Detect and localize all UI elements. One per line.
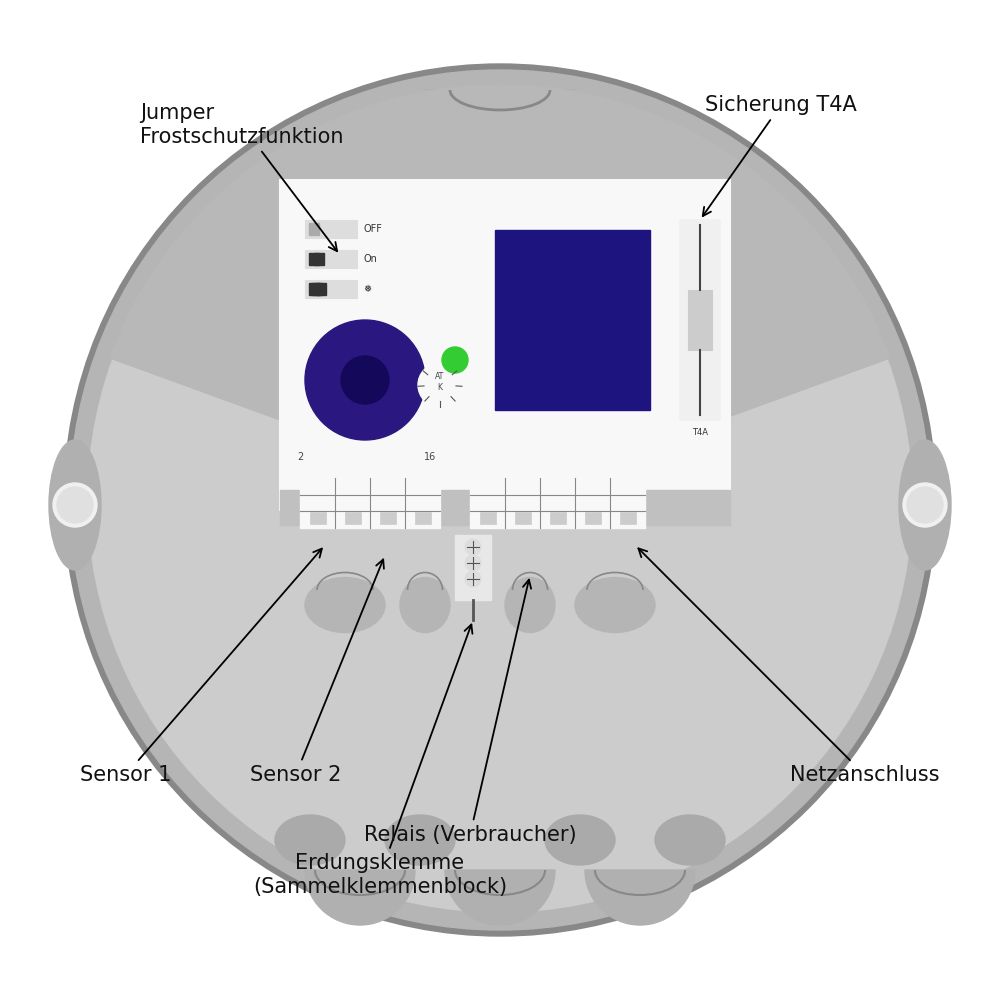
Circle shape [465, 555, 481, 571]
Text: ❅: ❅ [363, 284, 371, 294]
Text: 2: 2 [297, 452, 303, 462]
Circle shape [53, 483, 97, 527]
Bar [309, 223, 319, 235]
Bar [280, 490, 730, 525]
Text: Sicherung T4A: Sicherung T4A [703, 95, 857, 216]
Text: On: On [363, 254, 377, 264]
Bar [309, 283, 319, 295]
Circle shape [907, 487, 943, 523]
Ellipse shape [505, 578, 555, 633]
Ellipse shape [575, 578, 655, 633]
Text: Erdungsklemme
(Sammelklemmenblock): Erdungsklemme (Sammelklemmenblock) [253, 625, 507, 897]
Bar [310, 512, 326, 524]
Ellipse shape [275, 815, 345, 865]
Wedge shape [425, 90, 575, 165]
Text: Jumper
Frostschutzfunktion: Jumper Frostschutzfunktion [140, 103, 344, 251]
Wedge shape [305, 870, 415, 925]
Circle shape [465, 539, 481, 555]
Bar [312, 283, 322, 295]
Wedge shape [110, 85, 890, 500]
Ellipse shape [899, 440, 951, 570]
Text: AT
K: AT K [435, 372, 445, 392]
Bar [305, 280, 357, 298]
Bar [380, 512, 396, 524]
Circle shape [57, 487, 93, 523]
Circle shape [88, 88, 912, 912]
Bar [455, 535, 491, 600]
Circle shape [305, 320, 425, 440]
Text: Netzanschluss: Netzanschluss [638, 548, 940, 785]
Circle shape [418, 363, 462, 407]
Bar [314, 253, 324, 265]
Bar [316, 283, 326, 295]
Wedge shape [445, 870, 555, 925]
Circle shape [442, 347, 468, 373]
Bar [305, 250, 357, 268]
Text: Sensor 2: Sensor 2 [250, 559, 384, 785]
Bar [495, 230, 650, 410]
Bar [415, 512, 430, 524]
Ellipse shape [400, 578, 450, 633]
Ellipse shape [385, 815, 455, 865]
Circle shape [341, 356, 389, 404]
Bar [550, 512, 566, 524]
Text: Sensor 1: Sensor 1 [80, 549, 322, 785]
Bar [280, 180, 730, 510]
Bar [470, 478, 645, 528]
Bar [305, 220, 357, 238]
Bar [300, 478, 440, 528]
Ellipse shape [49, 440, 101, 570]
Bar [584, 512, 600, 524]
Text: T4A: T4A [692, 428, 708, 437]
Bar [344, 512, 360, 524]
Text: Relais (Verbraucher): Relais (Verbraucher) [364, 580, 576, 845]
Bar [309, 253, 319, 265]
Bar [480, 512, 496, 524]
Text: OFF: OFF [363, 224, 382, 234]
Circle shape [64, 64, 936, 936]
Bar [514, 512, 530, 524]
Text: 16: 16 [424, 452, 436, 462]
Ellipse shape [545, 815, 615, 865]
Circle shape [70, 70, 930, 930]
Bar [620, 512, 636, 524]
Circle shape [465, 571, 481, 587]
Bar [688, 290, 712, 350]
Ellipse shape [305, 578, 385, 633]
Ellipse shape [655, 815, 725, 865]
Bar [680, 220, 720, 420]
Circle shape [903, 483, 947, 527]
Wedge shape [585, 870, 695, 925]
